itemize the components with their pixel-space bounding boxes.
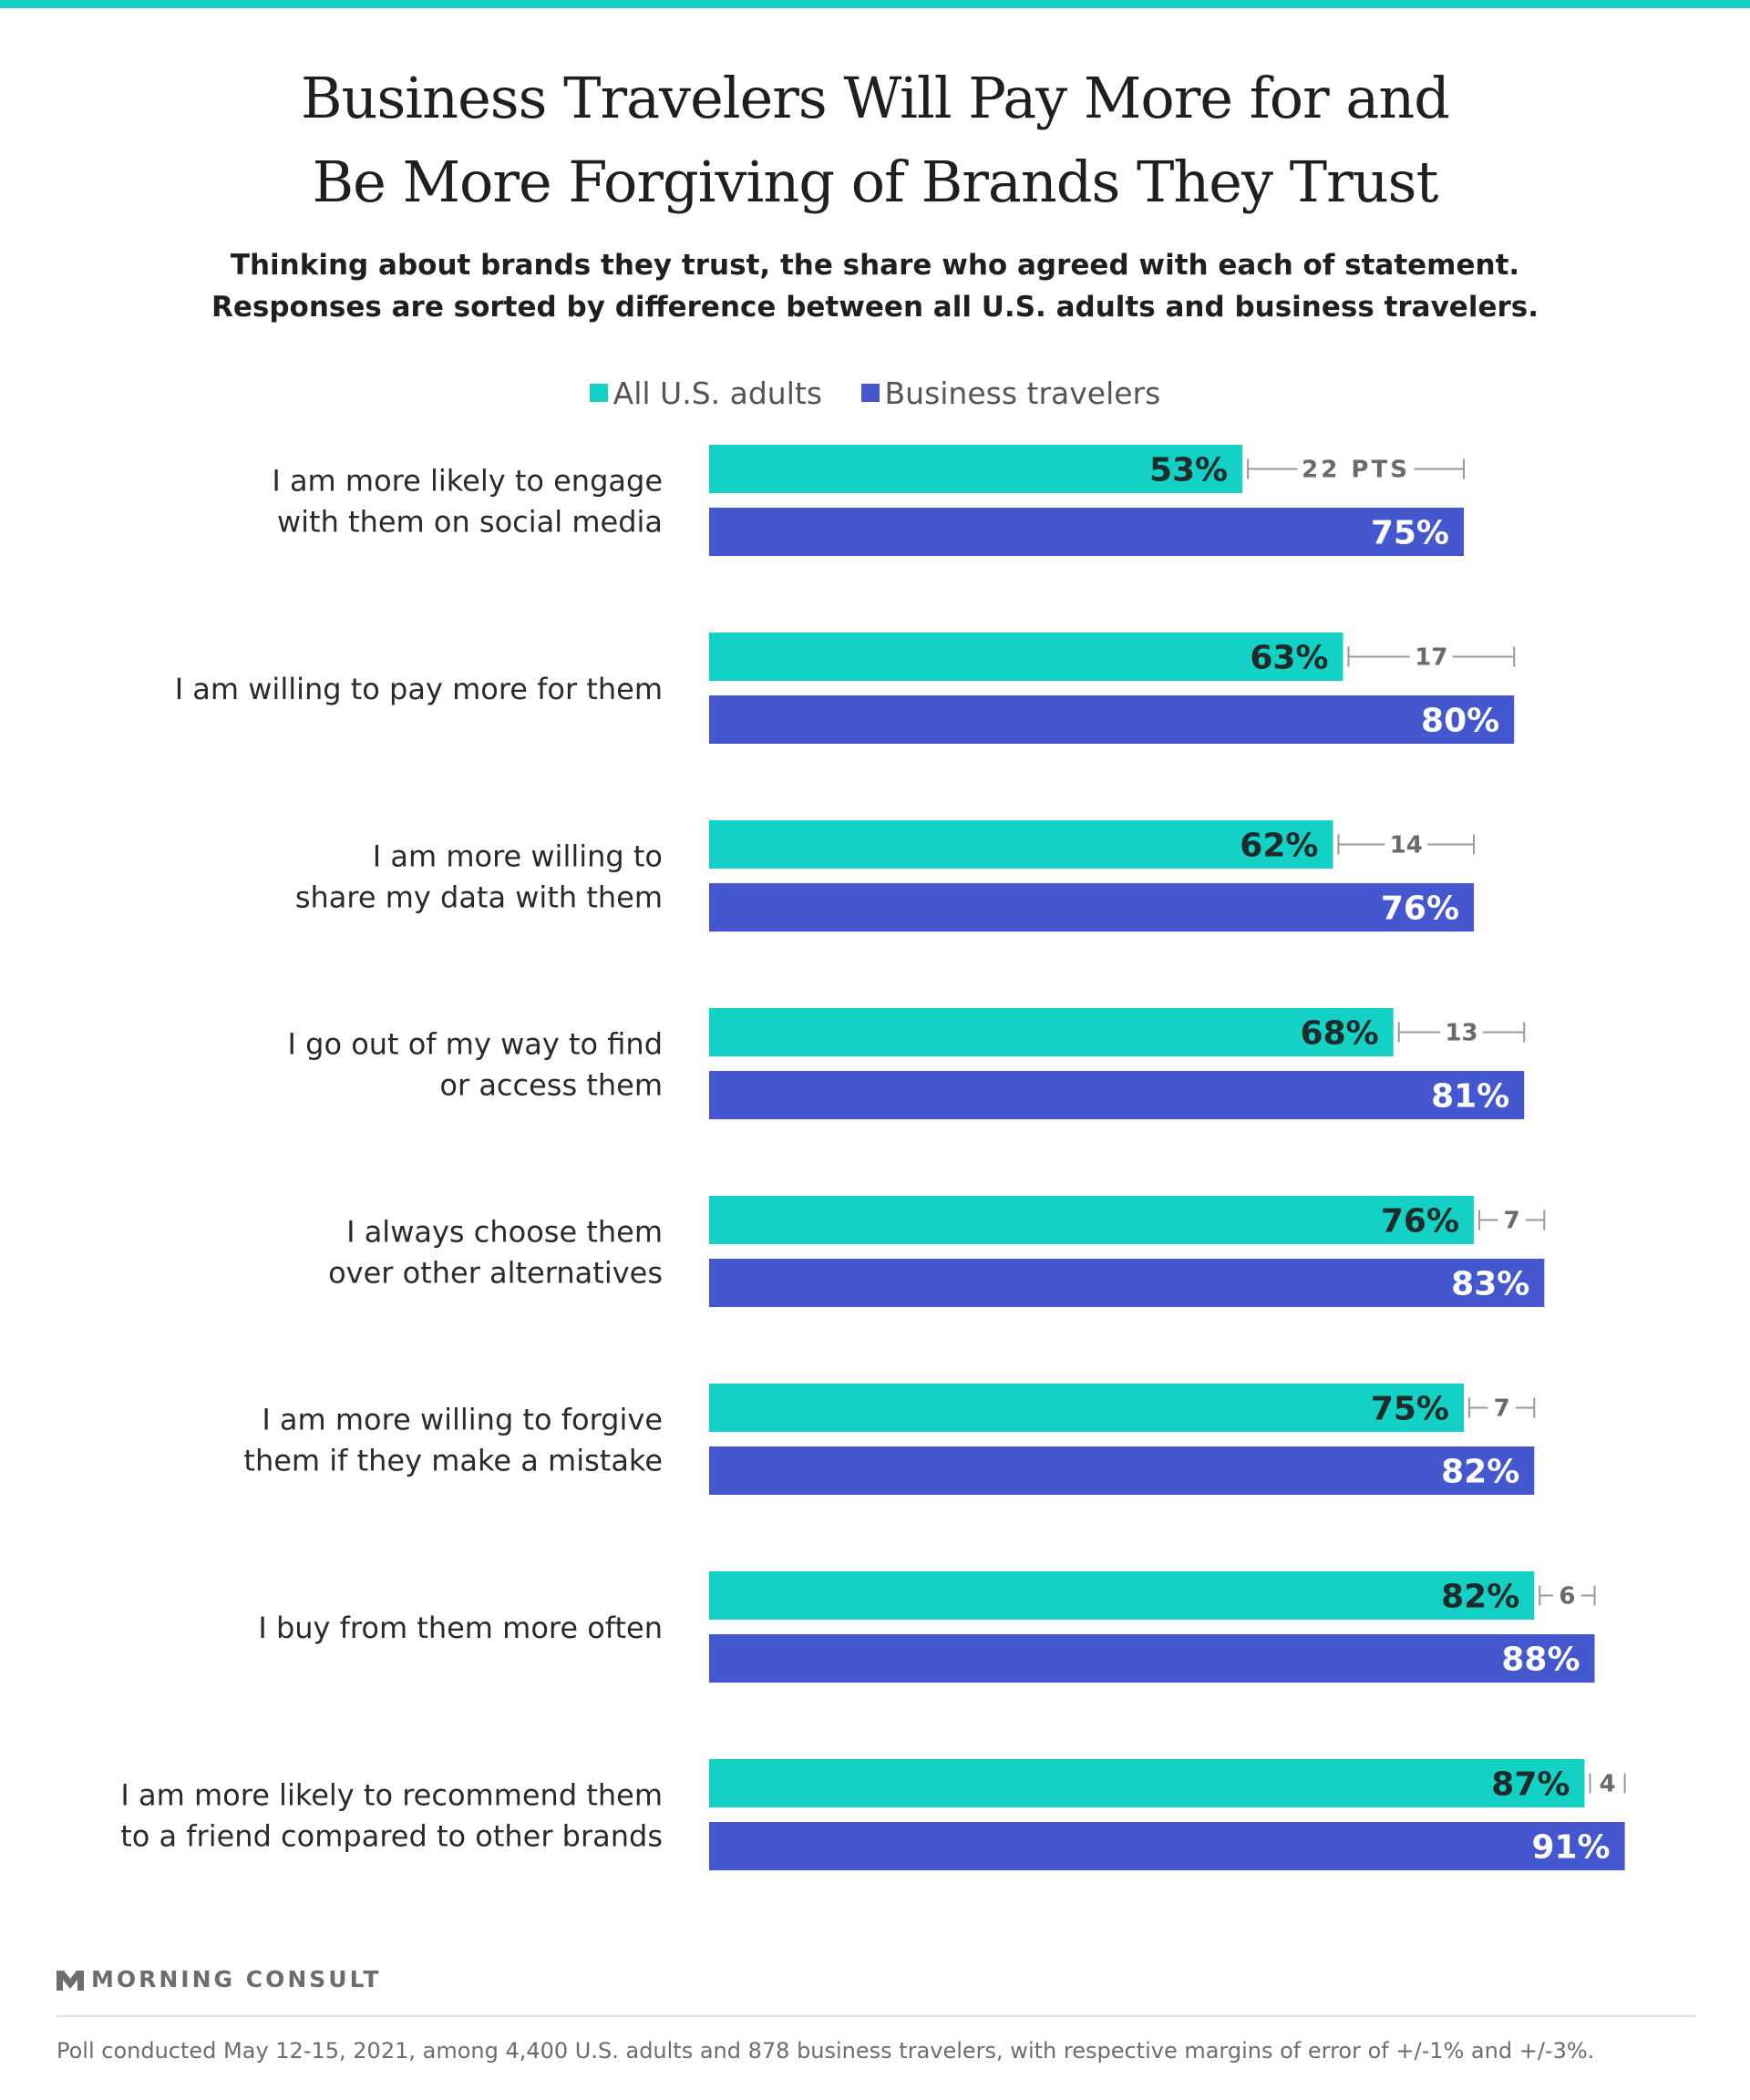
legend-item-adults: All U.S. adults xyxy=(589,376,823,411)
category-label: over other alternatives xyxy=(328,1256,663,1291)
title-line-1: Business Travelers Will Pay More for and xyxy=(301,65,1450,131)
bar-adults xyxy=(709,1196,1475,1244)
category-label: I go out of my way to find xyxy=(288,1027,663,1062)
gap-label: 6 xyxy=(1559,1583,1575,1611)
category-label: I buy from them more often xyxy=(258,1611,663,1645)
morning-consult-m-icon xyxy=(57,1971,84,1991)
gap-label: 4 xyxy=(1600,1771,1616,1798)
value-label-adults: 68% xyxy=(1301,1015,1379,1053)
bar-adults xyxy=(709,1759,1585,1807)
value-label-travelers: 88% xyxy=(1501,1642,1580,1679)
value-label-travelers: 91% xyxy=(1531,1829,1610,1867)
bar-travelers xyxy=(709,883,1475,932)
category-label: I am more willing to forgive xyxy=(262,1403,663,1437)
gap-label: 7 xyxy=(1494,1395,1510,1423)
value-label-adults: 53% xyxy=(1149,452,1228,489)
bar-travelers xyxy=(709,1071,1525,1119)
bar-travelers xyxy=(709,1822,1625,1870)
bar-adults xyxy=(709,1008,1394,1056)
bar-adults xyxy=(709,445,1243,493)
value-label-travelers: 83% xyxy=(1451,1266,1529,1303)
value-label-adults: 75% xyxy=(1371,1391,1449,1428)
bar-travelers xyxy=(709,1446,1535,1495)
subtitle-line-1: Thinking about brands they trust, the sh… xyxy=(230,249,1520,282)
category-label: I am more likely to engage xyxy=(272,464,663,499)
value-label-travelers: 75% xyxy=(1371,515,1449,552)
chart-subtitle: Thinking about brands they trust, the sh… xyxy=(0,244,1750,328)
legend-label-travelers: Business travelers xyxy=(884,376,1161,411)
legend-swatch-adults xyxy=(589,384,608,402)
bar-adults xyxy=(709,633,1343,681)
bar-travelers xyxy=(709,1634,1595,1683)
value-label-travelers: 76% xyxy=(1381,890,1459,928)
brand-logo: MORNING CONSULT xyxy=(57,1966,381,1992)
value-label-travelers: 81% xyxy=(1431,1078,1509,1116)
footer-divider xyxy=(57,2015,1697,2017)
category-label: with them on social media xyxy=(277,505,663,540)
bar-travelers xyxy=(709,1259,1545,1307)
value-label-adults: 62% xyxy=(1240,828,1318,865)
category-label: I am willing to pay more for them xyxy=(175,672,663,706)
value-label-adults: 63% xyxy=(1250,640,1328,677)
category-label: I always choose them xyxy=(346,1215,663,1250)
brand-name: MORNING CONSULT xyxy=(91,1966,382,1992)
gap-label: 17 xyxy=(1415,644,1447,672)
bar-travelers xyxy=(709,695,1515,744)
category-label: them if they make a mistake xyxy=(243,1444,663,1478)
legend-item-travelers: Business travelers xyxy=(860,376,1161,411)
bar-adults xyxy=(709,820,1333,869)
category-label: I am more willing to xyxy=(373,839,663,874)
gap-label: 13 xyxy=(1445,1020,1477,1047)
value-label-adults: 87% xyxy=(1491,1766,1570,1804)
value-label-travelers: 82% xyxy=(1441,1454,1519,1491)
legend-label-adults: All U.S. adults xyxy=(612,376,823,411)
gap-label: 7 xyxy=(1504,1208,1520,1235)
footer-note: Poll conducted May 12-15, 2021, among 4,… xyxy=(57,2038,1595,2064)
value-label-adults: 76% xyxy=(1381,1203,1459,1240)
bar-adults xyxy=(709,1384,1464,1432)
value-label-adults: 82% xyxy=(1441,1579,1519,1616)
gap-label: 22 PTS xyxy=(1302,457,1410,484)
top-accent-rule xyxy=(0,0,1750,8)
bar-travelers xyxy=(709,508,1464,556)
title-line-2: Be More Forgiving of Brands They Trust xyxy=(312,149,1439,215)
category-label: to a friend compared to other brands xyxy=(120,1819,663,1854)
category-label: I am more likely to recommend them xyxy=(120,1778,663,1813)
chart-title: Business Travelers Will Pay More for and… xyxy=(0,57,1750,224)
legend-swatch-travelers xyxy=(860,384,880,402)
category-label: or access them xyxy=(439,1068,663,1103)
gap-label: 14 xyxy=(1390,832,1423,860)
subtitle-line-2: Responses are sorted by difference betwe… xyxy=(211,291,1539,324)
bar-adults xyxy=(709,1571,1535,1620)
value-label-travelers: 80% xyxy=(1421,703,1499,740)
chart-legend: All U.S. adults Business travelers xyxy=(0,376,1750,411)
category-label: share my data with them xyxy=(295,880,663,915)
